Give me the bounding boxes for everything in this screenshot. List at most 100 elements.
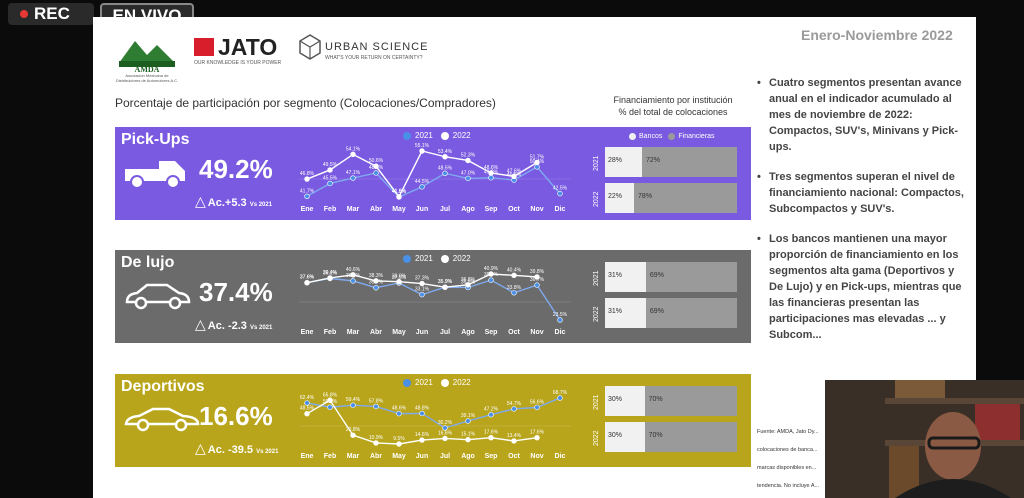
data-label: 33.8% [507,285,522,291]
financing-bars: Bancos Financieras 28% 72% 2021 22% 78% 2022 [593,133,743,215]
data-label: 62.4% [300,395,315,401]
data-label: 57.8% [369,398,384,404]
legend-2022-swatch [440,131,449,140]
data-label: 48.5% [438,165,453,171]
footnote: Fuente: AMDA, Jato Dy... colocaciones de… [757,423,972,495]
financing-year-label: 2022 [593,306,600,322]
data-label: 54.7% [507,401,522,407]
legend-2021-label: 2021 [415,254,433,263]
footnote-line: tendencia. No incluye A... [757,483,820,489]
vs-label: Vs 2021 [249,202,273,208]
month-tick-label: Oct [508,329,520,336]
segment-accumulated-change: △ Ac.+5.3 Vs 2021 [195,193,272,210]
data-label: 33.1% [415,287,430,293]
data-label: 39.1% [461,413,476,419]
data-point [442,154,448,160]
series-line-2022 [306,150,538,198]
data-point [350,151,356,158]
data-label: 39.2% [323,270,338,276]
bancos-bar [605,422,645,452]
vs-label: Vs 2021 [249,325,273,331]
legend-2021-swatch [403,254,411,263]
bancos-value: 30% [608,432,623,439]
data-point [557,190,563,197]
month-tick-label: Abr [369,453,383,460]
accumulated-value: Ac. -2.3 [207,320,247,332]
bullet-item: Los bancos mantienen una mayor proporció… [757,231,969,343]
financieras-value: 70% [648,432,663,439]
month-axis: Ene Feb Mar Abr May Jun Jul Ago Sep Oct Nov Dic [295,329,575,339]
month-tick-label: Abr [369,329,383,336]
footnote-line: colocaciones de banca... [757,447,818,453]
data-point [373,278,379,284]
data-point [419,280,425,287]
data-label: 65.8% [323,392,338,398]
amda-subtitle: Asociación Mexicana de Distribuidores de… [115,73,179,83]
bullet-item: Cuatro segmentos presentan avance anual … [757,75,969,155]
data-point [488,435,494,441]
bancos-bar [605,386,645,416]
data-point [350,402,356,408]
month-tick-label: Jun [415,453,429,460]
urban-science-wordmark: URBAN SCIENCE [325,41,429,53]
data-label: 54.1% [346,146,361,152]
data-point [350,175,356,181]
month-tick-label: May [392,453,406,460]
month-tick-label: Jul [439,329,451,336]
data-point [442,170,448,177]
data-label: 51.7% [530,155,545,161]
segment-accumulated-change: △ Ac. -2.3 Vs 2021 [195,316,272,333]
data-label: 36.8% [461,277,476,283]
data-point [488,175,494,181]
data-label: 48.6% [484,165,499,171]
month-tick-label: Jun [415,206,429,213]
financing-bars: 30% 70% 2021 30% 70% 2022 [593,380,743,462]
data-point [304,280,310,286]
data-label: 40.4% [507,267,522,273]
data-point [488,412,494,418]
data-label: 20.8% [346,427,361,433]
data-point [511,173,517,180]
month-tick-label: Mar [346,453,360,460]
month-tick-label: Jul [439,206,451,213]
month-tick-label: Feb [323,453,337,460]
legend-2022-label: 2022 [452,378,471,387]
data-label: 47.0% [461,170,476,176]
data-point [373,440,379,446]
month-tick-label: Ene [300,329,314,336]
data-label: 13.4% [507,433,522,439]
bancos-bar [605,183,635,213]
financieras-value: 69% [649,308,664,315]
data-point [304,193,310,200]
slide-subtitle: Porcentaje de participación por segmento… [115,96,496,110]
data-label: 45.5% [323,175,338,181]
data-label: 37.6% [300,275,315,281]
data-label: 47.2% [484,407,499,413]
data-label: 47.6% [507,168,522,174]
data-point [419,437,425,443]
series-line-2021 [306,397,561,429]
month-tick-label: May [392,206,406,213]
data-point [419,148,425,154]
bancos-value: 31% [608,272,623,279]
data-label: 15.1% [461,432,476,438]
financing-legend: Bancos Financieras [623,133,715,140]
month-tick-label: Dic [554,329,566,336]
data-point [465,175,471,182]
data-point [327,404,333,410]
month-tick-label: Jul [439,453,451,460]
person-silhouette [895,412,1011,498]
data-label: 46.8% [300,171,315,177]
month-tick-label: Ene [300,453,314,460]
rec-dot-icon [20,10,28,18]
data-point [327,167,333,173]
segment-percentage: 49.2% [199,154,273,184]
segment-panel-lujo: De lujo 37.4% △ Ac. -2.3 Vs 2021 2021 2022 37.… [115,250,751,343]
data-label: 17.6% [530,430,545,436]
data-point [442,435,448,442]
financing-year-label: 2022 [593,430,600,446]
data-point [488,277,494,283]
data-label: 48.5% [300,406,315,412]
data-label: 40.9% [484,266,499,272]
data-point [373,163,379,169]
